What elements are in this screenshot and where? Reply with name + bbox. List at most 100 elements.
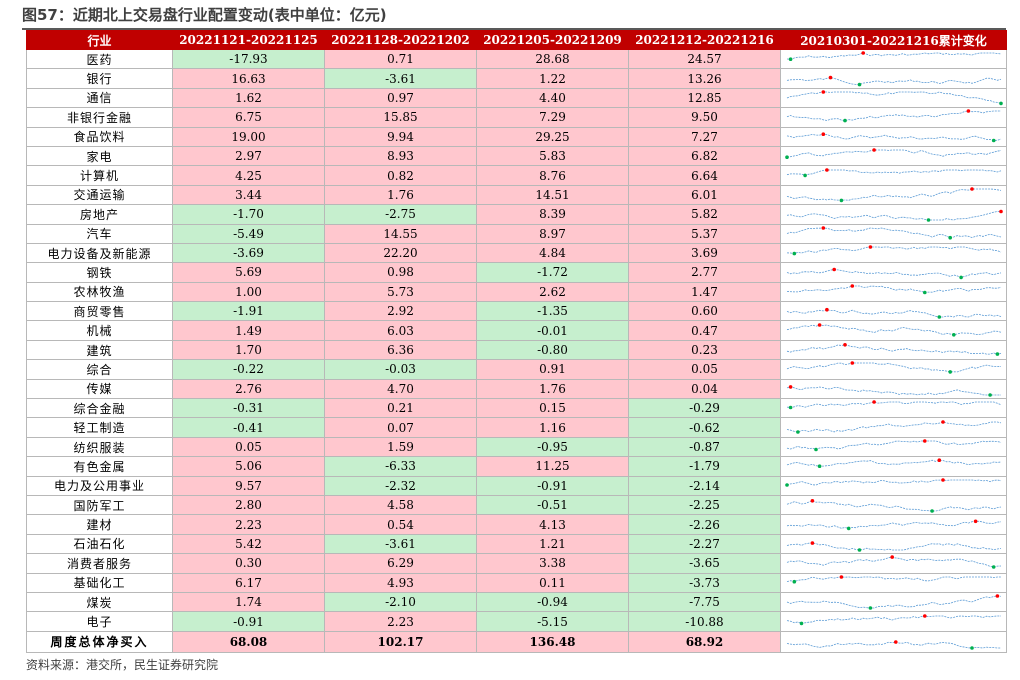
title-divider	[22, 28, 1006, 30]
table-row: 传媒 2.76 4.70 1.76 0.04	[26, 378, 1007, 400]
value-cell: 6.36	[324, 339, 477, 361]
table-row: 煤炭 1.74 -2.10 -0.94 -7.75	[26, 591, 1007, 613]
sparkline	[784, 477, 1001, 487]
cumulative-sparkline-cell	[780, 591, 1007, 613]
industry-name: 石油石化	[26, 533, 173, 555]
value-cell: 0.71	[324, 48, 477, 70]
sparkline-path	[786, 169, 1001, 176]
header-week-1: 20221121-20221125	[172, 30, 325, 50]
industry-name: 汽车	[26, 223, 173, 244]
value-cell: 15.85	[324, 107, 477, 128]
industry-name: 通信	[26, 87, 173, 109]
sparkline-high-marker	[893, 639, 898, 644]
value-cell: 0.05	[628, 359, 781, 380]
value-cell: 2.97	[172, 145, 325, 167]
value-cell: 6.64	[628, 165, 781, 186]
sparkline-high-marker	[810, 499, 814, 503]
cumulative-sparkline-cell	[780, 359, 1007, 380]
value-cell: 14.55	[324, 223, 477, 244]
value-cell: 0.30	[172, 553, 325, 574]
sparkline-low-marker	[792, 579, 796, 584]
cumulative-sparkline-cell	[780, 378, 1007, 400]
table-row: 电力及公用事业 9.57 -2.32 -0.91 -2.14	[26, 475, 1007, 496]
sparkline	[786, 322, 1001, 337]
table-row: 交通运输 3.44 1.76 14.51 6.01	[26, 184, 1007, 206]
value-cell: 0.07	[324, 417, 477, 438]
sparkline-low-marker	[991, 565, 995, 570]
sparkline-low-marker	[922, 290, 927, 295]
value-cell: -3.61	[324, 68, 477, 89]
sparkline-high-marker	[821, 90, 825, 94]
value-cell: 4.40	[476, 87, 629, 109]
value-cell: 8.93	[324, 145, 477, 167]
cumulative-sparkline-cell	[780, 223, 1007, 244]
value-cell: 0.21	[324, 398, 477, 419]
sparkline-low-marker	[788, 405, 792, 410]
header-week-4: 20221212-20221216	[628, 30, 781, 50]
sparkline	[786, 343, 1001, 356]
value-cell: 3.69	[628, 242, 781, 264]
sparkline-path	[786, 421, 1001, 433]
cumulative-sparkline-cell	[780, 475, 1007, 496]
value-cell: 13.26	[628, 68, 781, 89]
table-row: 基础化工 6.17 4.93 0.11 -3.73	[26, 572, 1007, 593]
sparkline-low-marker	[937, 315, 941, 320]
header-industry: 行业	[26, 30, 173, 50]
value-cell: 11.25	[476, 456, 629, 477]
value-cell: 68.08	[172, 630, 325, 653]
value-cell: -5.15	[476, 611, 629, 632]
sparkline-path	[786, 285, 1001, 293]
table-row: 通信 1.62 0.97 4.40 12.85	[26, 87, 1007, 109]
value-cell: -17.93	[172, 48, 325, 70]
sparkline-low-marker	[998, 101, 1003, 106]
sparkline-path	[786, 269, 1001, 279]
industry-name: 轻工制造	[26, 417, 173, 438]
sparkline-path	[786, 615, 1001, 624]
sparkline-path	[786, 149, 1001, 158]
table-row: 房地产 -1.70 -2.75 8.39 5.82	[26, 204, 1007, 225]
table-row: 医药 -17.93 0.71 28.68 24.57	[26, 48, 1007, 70]
sparkline-path	[786, 246, 1001, 255]
cumulative-sparkline-cell	[780, 301, 1007, 322]
sparkline-high-marker	[817, 322, 821, 327]
value-cell: -3.65	[628, 553, 781, 574]
industry-name: 交通运输	[26, 184, 173, 206]
cumulative-sparkline-cell	[780, 553, 1007, 574]
sparkline	[786, 384, 1001, 397]
sparkline-path	[786, 576, 1001, 582]
value-cell: 0.47	[628, 320, 781, 341]
cumulative-sparkline-cell	[780, 494, 1007, 516]
sparkline	[786, 75, 1001, 86]
value-cell: 4.93	[324, 572, 477, 593]
sparkline-path	[786, 595, 1001, 609]
value-cell: -0.51	[476, 494, 629, 516]
sparkline-low-marker	[929, 509, 934, 513]
cumulative-sparkline-cell	[780, 456, 1007, 477]
sparkline	[786, 574, 1001, 584]
value-cell: 0.04	[628, 378, 781, 400]
cumulative-sparkline-cell	[780, 204, 1007, 225]
table-row: 国防军工 2.80 4.58 -0.51 -2.25	[26, 494, 1007, 516]
sparkline-path	[786, 133, 1001, 141]
value-cell: 1.00	[172, 281, 325, 303]
cumulative-sparkline-cell	[780, 398, 1007, 419]
cumulative-sparkline-cell	[780, 126, 1007, 147]
sparkline	[786, 499, 1001, 513]
value-cell: 7.27	[628, 126, 781, 147]
value-cell: -1.79	[628, 456, 781, 477]
table-row: 计算机 4.25 0.82 8.76 6.64	[26, 165, 1007, 186]
value-cell: 5.82	[628, 204, 781, 225]
value-cell: -2.27	[628, 533, 781, 555]
value-cell: -2.75	[324, 204, 477, 225]
value-cell: 136.48	[476, 630, 629, 653]
value-cell: 1.59	[324, 436, 477, 458]
value-cell: 7.29	[476, 107, 629, 128]
sparkline-path	[786, 500, 1001, 512]
sparkline	[786, 613, 1001, 625]
sparkline	[786, 167, 1001, 177]
cumulative-sparkline-cell	[780, 572, 1007, 593]
value-cell: -0.62	[628, 417, 781, 438]
sparkline-low-marker	[813, 447, 818, 452]
industry-name: 国防军工	[26, 494, 173, 516]
sparkline-path	[786, 479, 1001, 486]
